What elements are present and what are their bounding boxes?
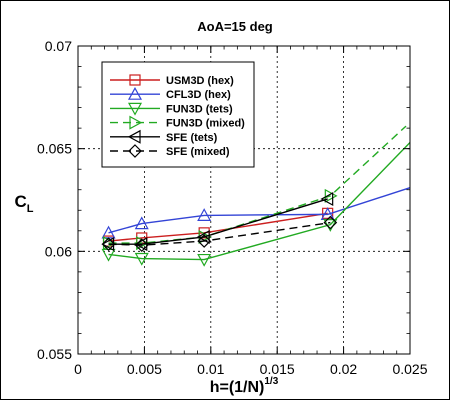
series-layer [101,125,411,267]
x-axis-label-base: h=(1/N) [210,379,265,396]
x-tick-label: 0.025 [392,361,427,377]
data-point [134,216,149,230]
legend-marker [127,86,143,100]
legend-label: SFE (tets) [166,132,218,144]
legend-label: CFL3D (hex) [166,89,231,101]
y-tick-label: 0.06 [45,243,72,259]
y-tick-label: 0.065 [37,141,72,157]
chart-title: AoA=15 deg [197,19,273,34]
legend-marker [129,74,141,86]
legend-label: FUN3D (mixed) [166,118,245,130]
series-line [108,221,331,246]
y-axis-label-base: C [14,192,26,211]
y-tick-label: 0.07 [45,38,72,54]
data-point [134,238,149,253]
legend: USM3D (hex) CFL3D (hex) FUN3D (tets) FUN3D … [101,61,255,168]
data-point [324,188,338,203]
y-axis-label-sub: L [27,203,34,215]
x-tick-label: 0.02 [330,361,357,377]
legend-marker [128,144,142,158]
x-axis-label: h=(1/N)1/3 [210,376,279,396]
y-tick-label: 0.055 [37,346,72,362]
series-1 [101,187,411,239]
x-tick-label: 0 [74,361,82,377]
data-point [197,208,212,221]
plot-area-border [77,45,411,355]
data-point [101,237,116,251]
series-5 [101,215,338,253]
axis-ticks: 0 0.005 0.01 0.015 0.02 0.025 0.055 0.06 0.065 0.… [37,38,428,377]
legend-marker [127,129,141,144]
data-point [323,215,338,230]
x-tick-label: 0.015 [260,361,295,377]
x-tick-label: 0.01 [197,361,224,377]
series-line [108,187,411,234]
data-point [197,253,212,267]
legend-label: USM3D (hex) [166,75,234,87]
legend-label: FUN3D (tets) [166,103,233,115]
legend-marker [129,115,143,130]
series-line [108,212,328,242]
legend-label: SFE (mixed) [166,146,230,158]
data-point [197,234,212,248]
legend-marker [127,102,143,116]
series-line [108,142,411,261]
x-tick-label: 0.005 [127,361,162,377]
x-axis-label-sup: 1/3 [264,376,278,387]
data-point [320,191,334,206]
y-axis-label: CL [14,192,33,215]
data-point [196,229,210,244]
data-point [134,252,149,266]
